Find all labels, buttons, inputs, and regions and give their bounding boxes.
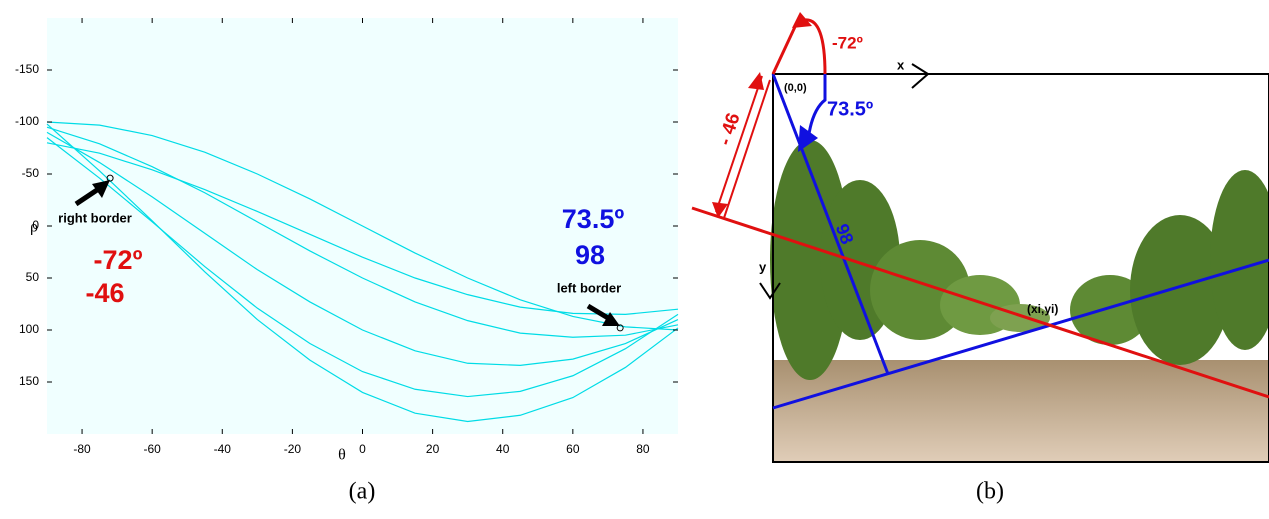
y-arrow [759, 282, 781, 300]
diagram-b: x y (0,0) 73.5º 98 -72º - 46 (xi,yi) [691, 12, 1269, 463]
arrow-head [92, 180, 110, 198]
arrow-shaft [586, 303, 610, 321]
photo-ground [773, 360, 1269, 462]
hough-curve [46, 137, 679, 398]
annotation: left border [557, 280, 621, 295]
x-arrow [911, 63, 930, 89]
x-tick-label: -60 [143, 442, 161, 456]
red-dim-head-1 [748, 72, 764, 90]
border-marker [106, 174, 114, 182]
annotation: 98 [575, 240, 605, 270]
x-tick-label: 20 [426, 442, 440, 456]
red-angle-arc [804, 18, 827, 75]
red-dim-2 [723, 79, 771, 219]
x-tick-label: 0 [359, 442, 366, 456]
x-axis-label: θ [338, 447, 346, 464]
red-angle: -72º [832, 33, 863, 52]
caption-b: (b) [976, 479, 1004, 505]
annotation: 73.5º [562, 204, 625, 234]
hough-curve [46, 121, 679, 331]
x-tick-label: 60 [566, 442, 580, 456]
hough-curve [46, 126, 679, 338]
y-tick-label: 50 [26, 270, 40, 284]
hough-curve [46, 131, 679, 366]
arrow-head [602, 312, 620, 326]
annotation: -46 [85, 278, 124, 308]
annotation: right border [58, 210, 132, 225]
intersection-label: (xi,yi) [1027, 302, 1058, 316]
red-dim-head-2 [712, 202, 728, 218]
annotation: -72º [94, 245, 143, 275]
y-tick-label: 150 [19, 374, 39, 388]
caption-a: (a) [349, 479, 376, 505]
red-dim-1 [715, 75, 763, 213]
y-tick-label: -100 [15, 114, 39, 128]
hough-curve [46, 123, 679, 423]
y-tick-label: 0 [32, 218, 39, 232]
y-tick-label: -50 [22, 166, 40, 180]
border-marker [616, 324, 624, 332]
y-axis-label: ρ [30, 219, 38, 236]
red-arrow-head [792, 12, 812, 28]
trees [770, 140, 1269, 380]
x-tick-label: 80 [636, 442, 650, 456]
hough-curve [46, 142, 679, 316]
x-axis-label: x [897, 57, 905, 72]
y-tick-label: -150 [15, 62, 39, 76]
y-tick-label: 100 [19, 322, 39, 336]
x-tick-label: -40 [214, 442, 232, 456]
right-border-line [691, 206, 1269, 399]
x-tick-label: 40 [496, 442, 510, 456]
blue-angle: 73.5º [827, 98, 873, 120]
blue-normal [771, 73, 890, 375]
left-border-line [772, 258, 1269, 410]
arrow-shaft [74, 185, 102, 207]
x-tick-label: -20 [284, 442, 302, 456]
blue-arrow-head [798, 125, 818, 152]
plot-a: -80 -60 -40 -20 0 20 40 60 80 -150 -100 -50 0 50 100 15… [15, 18, 679, 464]
y-axis-label: y [759, 259, 767, 274]
x-tick-label: -80 [73, 442, 91, 456]
origin-label: (0,0) [784, 82, 807, 94]
